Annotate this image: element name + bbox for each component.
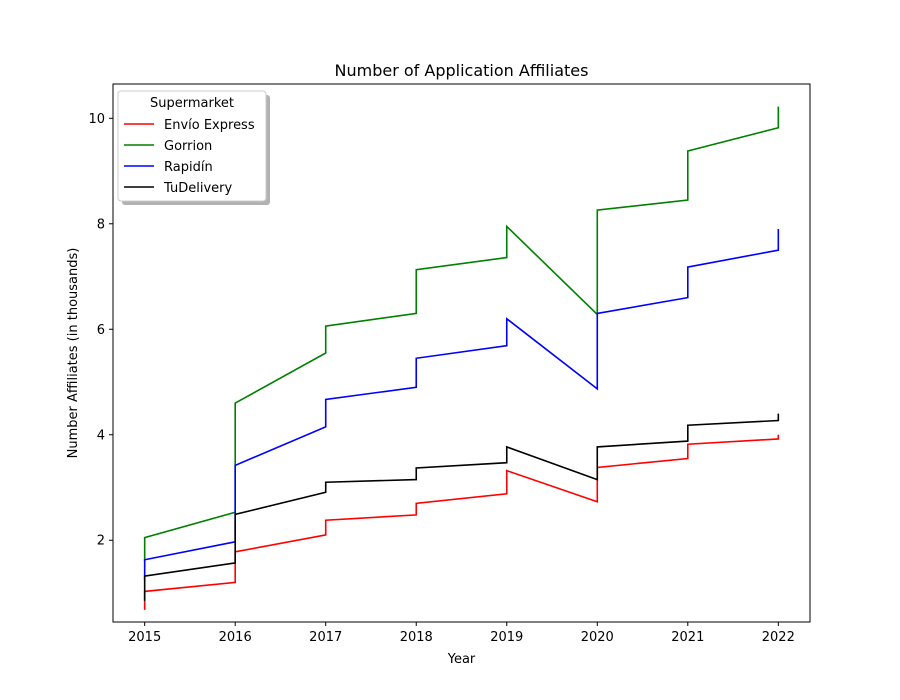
- x-tick-label: 2015: [128, 630, 161, 645]
- legend: Supermarket Envío Express Gorrion Rapidín T…: [117, 90, 270, 205]
- legend-title: Supermarket: [150, 96, 234, 111]
- x-tick-label: 2022: [762, 630, 795, 645]
- x-tick-label: 2020: [581, 630, 614, 645]
- y-tick-label: 10: [88, 112, 105, 127]
- x-tick-label: 2018: [400, 630, 433, 645]
- legend-label-1: Gorrion: [164, 139, 212, 154]
- series-line-0: [143, 434, 780, 610]
- x-tick-label: 2019: [490, 630, 523, 645]
- y-tick-label: 4: [97, 428, 105, 443]
- series-line-1: [143, 106, 780, 562]
- x-tick-label: 2016: [219, 630, 252, 645]
- y-tick-label: 6: [97, 323, 105, 338]
- series-line-3: [143, 413, 780, 601]
- y-tick-label: 8: [97, 217, 105, 232]
- x-axis-label: Year: [447, 652, 476, 667]
- legend-label-3: TuDelivery: [163, 181, 232, 196]
- axes-frame: [112, 83, 811, 623]
- legend-label-0: Envío Express: [164, 118, 255, 133]
- x-tick-label: 2021: [671, 630, 704, 645]
- x-axis: 2015 2016 2017 2018 2019 2020 2021 2022: [128, 622, 795, 645]
- x-tick-label: 2017: [309, 630, 342, 645]
- y-axis-label: Number Affiliates (in thousands): [66, 248, 81, 459]
- y-axis: 2 4 6 8 10: [88, 112, 113, 549]
- legend-entries: Envío Express Gorrion Rapidín TuDelivery: [124, 118, 255, 196]
- chart-title: Number of Application Affiliates: [335, 61, 589, 80]
- plot-area: [143, 106, 780, 610]
- legend-label-2: Rapidín: [164, 160, 213, 175]
- legend-box: [117, 90, 267, 202]
- series-line-2: [143, 229, 780, 580]
- y-tick-label: 2: [97, 534, 105, 549]
